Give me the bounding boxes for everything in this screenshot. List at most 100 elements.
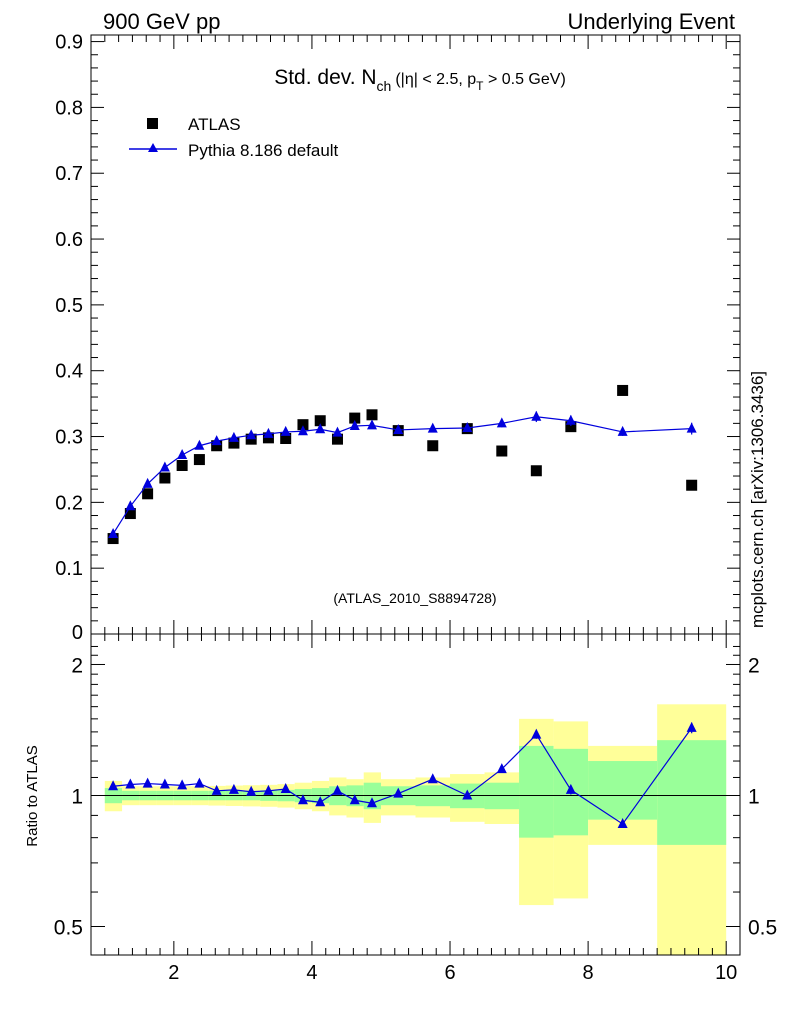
- ratio-ytick-label: 0.5: [54, 916, 83, 939]
- main-ytick-label: 0.3: [55, 427, 83, 449]
- ratio-pythia-point: [280, 782, 291, 793]
- pythia-point: [297, 425, 308, 436]
- atlas-point: [193, 454, 205, 466]
- ratio-band-inner: [588, 761, 658, 820]
- pythia-point: [142, 477, 153, 488]
- ratio-pythia-point: [393, 787, 404, 798]
- atlas-point: [427, 440, 439, 452]
- main-ytick-label: 0.5: [55, 295, 83, 317]
- main-ytick-label: 0.7: [55, 163, 83, 185]
- pythia-point: [228, 431, 239, 442]
- ratio-pythia-point: [108, 780, 119, 791]
- atlas-point: [565, 421, 577, 433]
- atlas-point: [211, 440, 223, 452]
- ratio-pythia-point: [462, 789, 473, 800]
- legend-atlas-label: ATLAS: [188, 115, 241, 134]
- ratio-ytick-label-right: 0.5: [748, 916, 777, 939]
- ratio-plot-frame: [90, 633, 741, 956]
- ratio-pythia-point: [315, 796, 326, 807]
- atlas-point: [314, 415, 326, 427]
- pythia-point: [194, 439, 205, 450]
- chart-title-cut-end: > 0.5 GeV): [484, 71, 566, 88]
- ratio-pythia-point: [332, 784, 343, 795]
- ratio-pythia-point: [531, 728, 542, 739]
- axes-frame-layer: 0.1 0.2 0.3 0.4 0.5 0.6 0.7 0.8 0.9 0 2 4 6 8 10 0.5 0.5…: [54, 32, 777, 984]
- ratio-ylabel: Ratio to ATLAS: [24, 745, 41, 846]
- chart-title-main: Std. dev. N: [274, 66, 376, 89]
- pythia-point: [565, 414, 576, 425]
- pythia-point: [367, 419, 378, 430]
- atlas-point: [142, 488, 154, 500]
- pythia-point: [177, 448, 188, 459]
- ratio-pythia-point: [367, 797, 378, 808]
- ratio-pythia-point: [142, 777, 153, 788]
- ratio-pythia-point: [686, 721, 697, 732]
- ratio-ytick-label: 2: [71, 654, 83, 677]
- pythia-point: [349, 419, 360, 430]
- atlas-point: [617, 384, 629, 396]
- pythia-point: [332, 426, 343, 437]
- ratio-xtick-label: 8: [583, 962, 594, 984]
- atlas-point: [228, 437, 240, 449]
- atlas-point: [124, 508, 136, 520]
- header-left: 900 GeV pp: [103, 9, 220, 34]
- pythia-point: [315, 423, 326, 434]
- pythia-point: [211, 435, 222, 446]
- legend-pythia-marker: [148, 143, 158, 152]
- ratio-pythia-point: [496, 763, 507, 774]
- main-ytick-zero-label: 0: [72, 622, 83, 644]
- ratio-pythia-point: [246, 785, 257, 796]
- atlas-point: [366, 409, 378, 421]
- atlas-point: [686, 479, 698, 491]
- ratio-pythia-point: [617, 817, 628, 828]
- data-layer: [107, 384, 698, 828]
- main-ytick-label: 0.1: [55, 558, 83, 580]
- atlas-point: [297, 419, 309, 431]
- pythia-point: [531, 410, 542, 421]
- main-ytick-label: 0.2: [55, 492, 83, 514]
- ratio-pythia-point: [427, 773, 438, 784]
- legend-atlas-marker: [147, 118, 158, 129]
- main-ytick-label: 0.6: [55, 229, 83, 251]
- pythia-point: [427, 422, 438, 433]
- ratio-pythia-point: [565, 783, 576, 794]
- ratio-ytick-label-right: 2: [748, 654, 760, 677]
- pythia-point: [462, 421, 473, 432]
- ratio-pythia-point: [349, 794, 360, 805]
- ratio-xtick-label: 2: [168, 962, 179, 984]
- atlas-point: [331, 433, 343, 445]
- atlas-point: [107, 533, 119, 545]
- side-label: mcplots.cern.ch [arXiv:1306.3436]: [748, 371, 767, 628]
- ratio-ytick-label-right: 1: [748, 785, 760, 808]
- ratio-pythia-point: [159, 778, 170, 789]
- ratio-xtick-label: 6: [444, 962, 455, 984]
- ratio-ytick-label: 1: [71, 785, 83, 808]
- chart-title-cut: (|η| < 2.5, p: [395, 71, 476, 88]
- ratio-pythia-point: [228, 783, 239, 794]
- ratio-band-inner: [657, 740, 727, 845]
- pythia-point: [686, 422, 697, 433]
- atlas-point: [159, 472, 171, 484]
- chart-title: Std. dev. Nch (|η| < 2.5, pT > 0.5 GeV): [274, 66, 566, 94]
- watermark: (ATLAS_2010_S8894728): [333, 590, 496, 606]
- chart-title-sub: ch: [377, 78, 392, 94]
- pythia-point: [617, 425, 628, 436]
- header-right: Underlying Event: [567, 9, 735, 34]
- pythia-point: [108, 527, 119, 538]
- pythia-point: [496, 417, 507, 428]
- pythia-point: [393, 423, 404, 434]
- ratio-xtick-label: 4: [306, 962, 317, 984]
- chart-title-cut-sub: T: [476, 79, 484, 93]
- ratio-pythia-point: [263, 784, 274, 795]
- ratio-pythia-point: [194, 777, 205, 788]
- atlas-point: [349, 412, 361, 424]
- ratio-band-layer: [104, 704, 727, 955]
- main-ytick-label: 0.4: [55, 361, 83, 383]
- atlas-point: [280, 433, 292, 445]
- atlas-point: [496, 445, 508, 457]
- pythia-point: [159, 461, 170, 472]
- main-ytick-label: 0.8: [55, 97, 83, 119]
- atlas-point: [530, 465, 542, 477]
